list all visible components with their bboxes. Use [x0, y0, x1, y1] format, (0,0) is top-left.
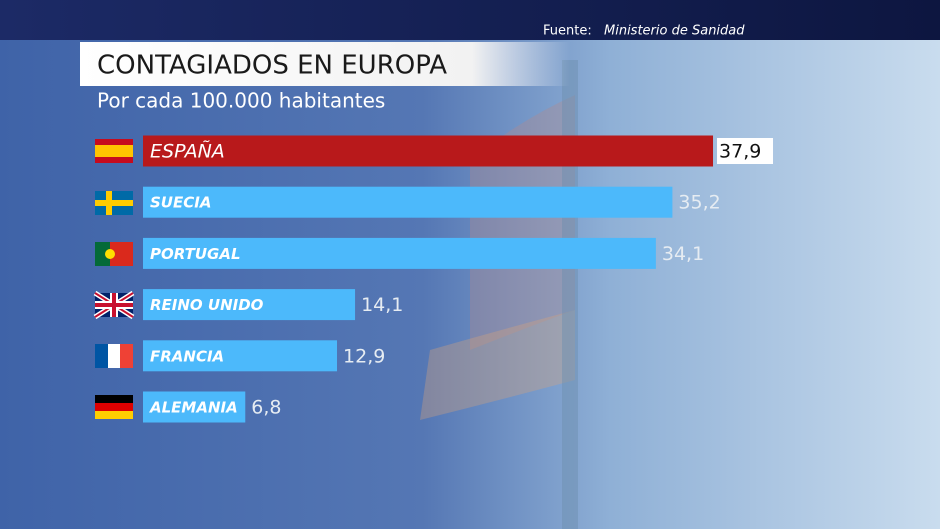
category-label: SUECIA: [150, 194, 211, 212]
flag-spain: [95, 139, 133, 163]
flag-sweden: [95, 191, 133, 215]
title-box: [80, 42, 570, 86]
bar: [143, 186, 673, 218]
value-label: 34,1: [662, 243, 704, 265]
source: Ministerio de Sanidad: [604, 24, 745, 39]
chart-subtitle: Por cada 100.000 habitantes: [97, 89, 385, 113]
flags: [93, 139, 135, 419]
flag-portugal: [95, 242, 133, 266]
flag-germany: [95, 395, 133, 419]
chart-title: CONTAGIADOS EN EUROPA: [97, 51, 447, 81]
value-label: 37,9: [719, 141, 761, 163]
background-pole: [562, 60, 578, 529]
flag-uk: [93, 290, 135, 320]
flag-france: [95, 344, 133, 368]
value-label: 35,2: [678, 192, 720, 214]
bar: [143, 340, 338, 372]
value-label-box: [717, 138, 774, 164]
category-label: PORTUGAL: [150, 245, 241, 263]
bar: [143, 289, 356, 321]
bar: [143, 391, 246, 423]
value-label: 12,9: [343, 345, 385, 367]
value-label: 14,1: [361, 294, 403, 316]
source-label: Fuente:: [543, 24, 592, 39]
category-label: ESPAÑA: [150, 140, 225, 163]
category-label: FRANCIA: [150, 347, 224, 365]
value-label: 6,8: [251, 397, 281, 419]
top-bar: [0, 0, 940, 40]
category-label: ALEMANIA: [149, 399, 238, 417]
bar: [143, 135, 714, 167]
background-flag: [420, 310, 575, 420]
bar: [143, 237, 656, 269]
category-label: REINO UNIDO: [150, 296, 264, 314]
